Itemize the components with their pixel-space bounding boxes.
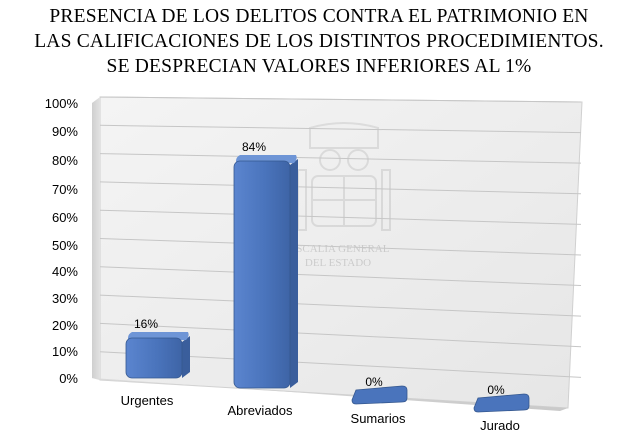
y-tick-label: 60% (52, 210, 78, 225)
bar-slab (473, 393, 530, 413)
bars (125, 155, 530, 413)
title-line-1: PRESENCIA DE LOS DELITOS CONTRA EL PATRI… (49, 6, 589, 27)
y-tick-label: 20% (52, 318, 78, 333)
watermark-text-line-1: FISCALIA GENERAL (287, 243, 390, 255)
y-tick-label: 90% (52, 124, 78, 139)
y-tick-label: 50% (52, 238, 78, 253)
y-tick-label: 10% (52, 344, 78, 359)
watermark-emblem (297, 122, 391, 231)
bar-side (182, 336, 190, 378)
data-label: 84% (242, 140, 266, 154)
title-line-3: SE DESPRECIAN VALORES INFERIORES AL 1% (106, 56, 532, 77)
gridline (99, 153, 582, 164)
y-tick-label: 40% (52, 264, 78, 279)
bar-urgentes (125, 332, 190, 379)
bar-front (233, 160, 291, 389)
gridline (99, 124, 582, 134)
gridline (99, 266, 582, 287)
y-axis-ticks: 0% 10% 20% 30% 40% 50% 60% 70% 80% 90% 100% (45, 96, 79, 386)
data-labels: 16% 84% 0% 0% (134, 140, 505, 397)
category-labels: Urgentes Abreviados Sumarios Jurado (121, 393, 520, 433)
gridline (99, 209, 582, 225)
y-tick-label: 100% (45, 96, 79, 111)
y-tick-label: 80% (52, 153, 78, 168)
bar-side (290, 159, 298, 388)
category-label: Sumarios (351, 411, 406, 426)
data-label: 16% (134, 317, 158, 331)
data-label: 0% (487, 383, 505, 397)
chart-title: PRESENCIA DE LOS DELITOS CONTRA EL PATRI… (0, 4, 638, 79)
gridline (99, 238, 582, 256)
y-tick-label: 0% (59, 371, 78, 386)
category-label: Urgentes (121, 393, 174, 408)
chart-floor (92, 378, 568, 411)
category-label: Abreviados (227, 403, 293, 418)
watermark-text-line-2: DEL ESTADO (305, 257, 371, 269)
bar-sumarios (351, 385, 408, 405)
bar-abreviados (233, 155, 298, 389)
y-tick-label: 70% (52, 182, 78, 197)
chart-side-wall (92, 97, 100, 380)
gridline (99, 294, 582, 317)
bar-jurado (473, 393, 530, 413)
gridline (99, 181, 582, 195)
y-tick-label: 30% (52, 291, 78, 306)
bar-front (125, 337, 183, 379)
gridline (99, 96, 582, 103)
data-label: 0% (365, 375, 383, 389)
bar-slab (351, 385, 408, 405)
gridline (99, 322, 582, 348)
category-label: Jurado (480, 418, 520, 433)
title-line-2: LAS CALIFICACIONES DE LOS DISTINTOS PROC… (34, 31, 604, 52)
